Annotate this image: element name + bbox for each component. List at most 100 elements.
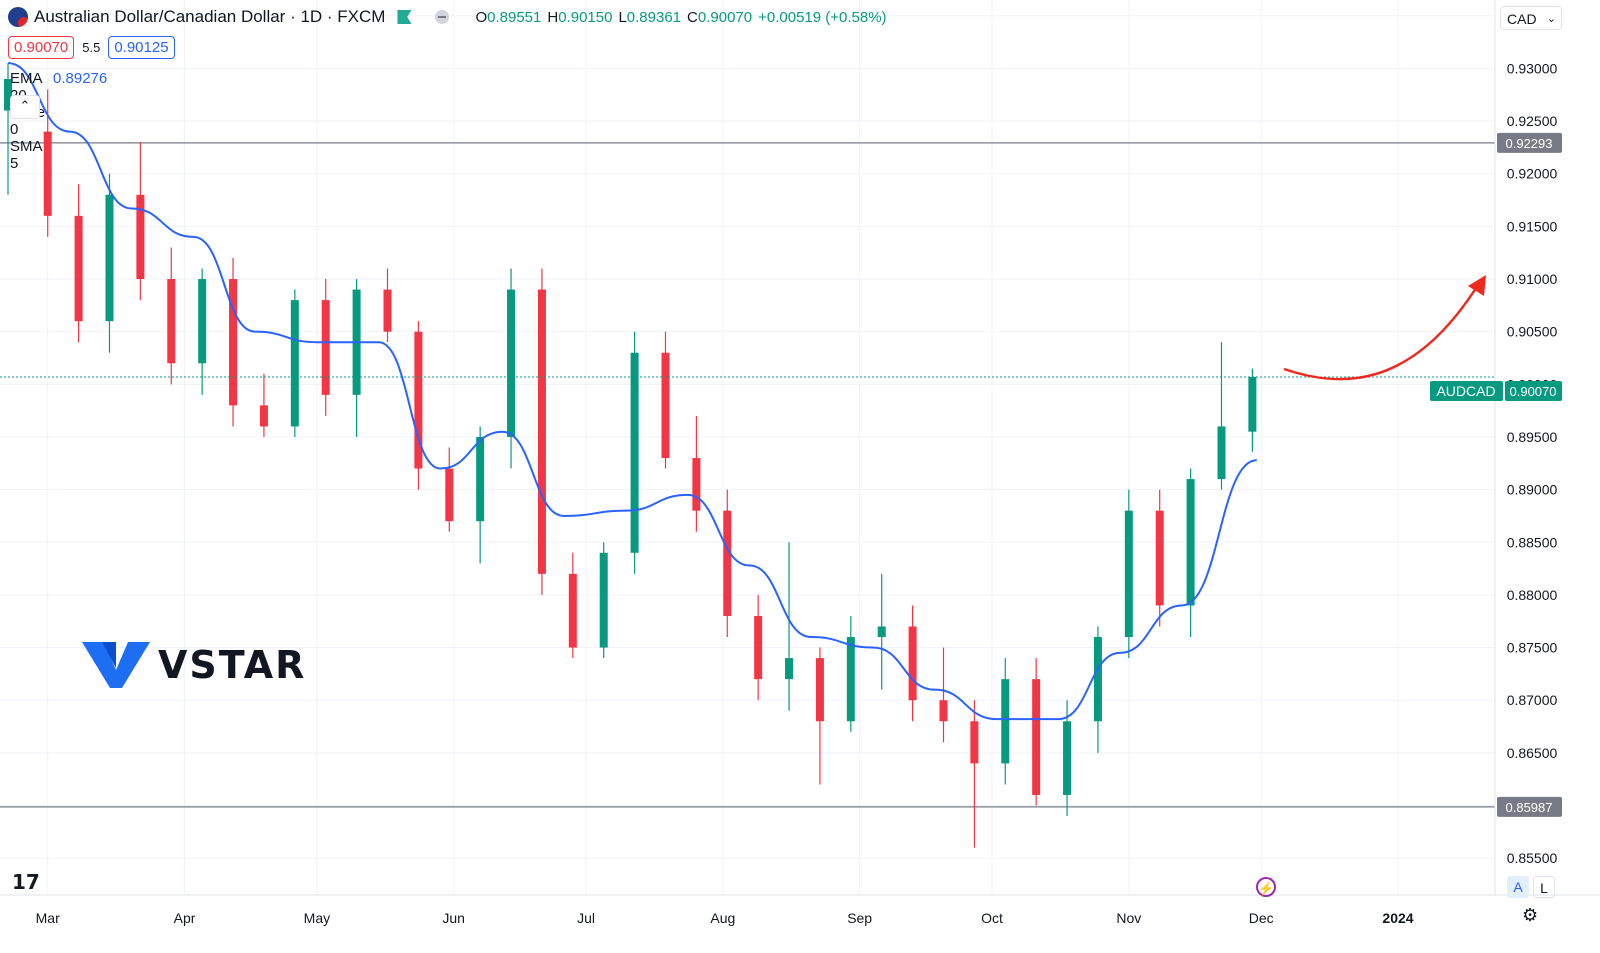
candle[interactable] bbox=[785, 542, 794, 711]
candle[interactable] bbox=[754, 594, 763, 701]
minus-circle-icon[interactable] bbox=[435, 10, 450, 24]
candle[interactable] bbox=[414, 321, 423, 490]
tradingview-logo-icon[interactable]: 17 bbox=[12, 870, 40, 894]
candle-body bbox=[321, 300, 330, 395]
candle[interactable] bbox=[1248, 368, 1257, 452]
indicator-row[interactable]: EMA 20 close 0 SMA 5 0.89276 bbox=[10, 70, 107, 172]
candle[interactable] bbox=[198, 268, 207, 395]
y-tick-label: 0.90500 bbox=[1507, 324, 1558, 340]
candle[interactable] bbox=[908, 605, 917, 722]
y-tick-label: 0.87500 bbox=[1507, 640, 1558, 656]
candle[interactable] bbox=[352, 279, 361, 437]
chevron-down-icon: ⌄ bbox=[1546, 13, 1556, 25]
candle-body bbox=[1032, 679, 1041, 795]
last-price-tags: AUDCAD 0.90070 bbox=[1430, 381, 1562, 401]
candle[interactable] bbox=[229, 257, 238, 427]
candle[interactable] bbox=[692, 415, 701, 532]
candle-body bbox=[1063, 721, 1072, 795]
candle-body bbox=[908, 626, 917, 701]
candle[interactable] bbox=[445, 447, 454, 532]
bid-price[interactable]: 0.90070 bbox=[8, 36, 75, 59]
y-tick-label: 0.88000 bbox=[1507, 587, 1558, 603]
gear-icon[interactable]: ⚙ bbox=[1522, 905, 1539, 925]
candle[interactable] bbox=[1124, 489, 1133, 659]
candle-body bbox=[4, 78, 12, 111]
candle[interactable] bbox=[599, 542, 608, 659]
lightning-icon[interactable]: ⚡ bbox=[1256, 877, 1276, 897]
candle[interactable] bbox=[259, 373, 268, 437]
candle-body bbox=[1217, 426, 1226, 480]
y-tick-label: 0.89000 bbox=[1507, 482, 1558, 498]
candle[interactable] bbox=[136, 142, 145, 301]
candle[interactable] bbox=[877, 573, 886, 690]
ohlc-values: O0.89551 H0.90150 L0.89361 C0.90070 +0.0… bbox=[475, 9, 886, 26]
candle[interactable] bbox=[1155, 489, 1164, 627]
chart-grid bbox=[0, 0, 1495, 895]
flag-icon bbox=[8, 7, 28, 27]
candle-body bbox=[877, 626, 886, 638]
candle-body bbox=[43, 131, 52, 216]
candle[interactable] bbox=[1217, 342, 1226, 490]
x-tick-label: Apr bbox=[174, 910, 196, 926]
candle-body bbox=[723, 510, 732, 616]
candle-body bbox=[1186, 479, 1195, 606]
candle-body bbox=[568, 573, 577, 648]
level-tag: 0.92293 bbox=[1506, 136, 1553, 151]
candle-body bbox=[785, 658, 794, 680]
candle[interactable] bbox=[1001, 658, 1010, 785]
candle[interactable] bbox=[970, 700, 979, 848]
candle[interactable] bbox=[723, 489, 732, 638]
candle-body bbox=[939, 700, 948, 722]
arrow-head-icon bbox=[1468, 275, 1486, 296]
chevron-up-icon[interactable]: ⌃ bbox=[10, 95, 40, 119]
symbol-tag-bg bbox=[1430, 381, 1503, 401]
symbol-tag: AUDCAD bbox=[1436, 383, 1495, 399]
y-tick-label: 0.91500 bbox=[1507, 218, 1558, 234]
x-tick-label: Dec bbox=[1249, 910, 1274, 926]
auto-scale-button[interactable]: A bbox=[1507, 876, 1529, 898]
candle[interactable] bbox=[383, 268, 392, 343]
y-tick-label: 0.86500 bbox=[1507, 745, 1558, 761]
candle[interactable] bbox=[1093, 626, 1102, 753]
currency-select[interactable]: CAD ⌄ bbox=[1500, 6, 1562, 30]
candle[interactable] bbox=[4, 63, 12, 195]
candle[interactable] bbox=[1032, 658, 1041, 806]
ema-line bbox=[7, 62, 1257, 721]
candle[interactable] bbox=[507, 268, 516, 469]
candle[interactable] bbox=[939, 647, 948, 743]
candle-body bbox=[970, 721, 979, 764]
x-tick-label: Aug bbox=[710, 910, 735, 926]
candle[interactable] bbox=[321, 279, 330, 416]
candle-body bbox=[414, 331, 423, 469]
change-value: +0.00519 (+0.58%) bbox=[758, 8, 887, 26]
log-scale-button[interactable]: L bbox=[1533, 876, 1555, 898]
candle-body bbox=[1248, 376, 1257, 432]
candle[interactable] bbox=[290, 289, 299, 437]
x-tick-label: Jul bbox=[577, 910, 595, 926]
y-tick-label: 0.91000 bbox=[1507, 271, 1558, 287]
candle[interactable] bbox=[105, 173, 114, 353]
vstar-logo: VSTAR bbox=[82, 640, 306, 690]
low-label: L bbox=[618, 8, 627, 26]
price-tag-bg bbox=[1505, 381, 1562, 401]
candle[interactable] bbox=[815, 647, 824, 785]
symbol-title-row: Australian Dollar/Canadian Dollar · 1D ·… bbox=[8, 7, 887, 27]
candle[interactable] bbox=[568, 552, 577, 659]
candle-body bbox=[105, 194, 114, 322]
x-tick-label: May bbox=[304, 910, 330, 926]
x-tick-label: Oct bbox=[981, 910, 1003, 926]
candle[interactable] bbox=[476, 426, 485, 564]
candle[interactable] bbox=[167, 247, 176, 385]
candle[interactable] bbox=[74, 184, 83, 343]
y-tick-label: 0.92500 bbox=[1507, 113, 1558, 129]
candle[interactable] bbox=[537, 268, 546, 595]
symbol-title[interactable]: Australian Dollar/Canadian Dollar · 1D ·… bbox=[34, 7, 386, 26]
candle[interactable] bbox=[630, 331, 639, 574]
ask-price[interactable]: 0.90125 bbox=[108, 36, 175, 59]
candle[interactable] bbox=[661, 331, 670, 469]
candle[interactable] bbox=[1063, 700, 1072, 817]
green-flag-icon[interactable] bbox=[397, 10, 412, 24]
candle[interactable] bbox=[846, 615, 855, 732]
candle[interactable] bbox=[1186, 468, 1195, 638]
